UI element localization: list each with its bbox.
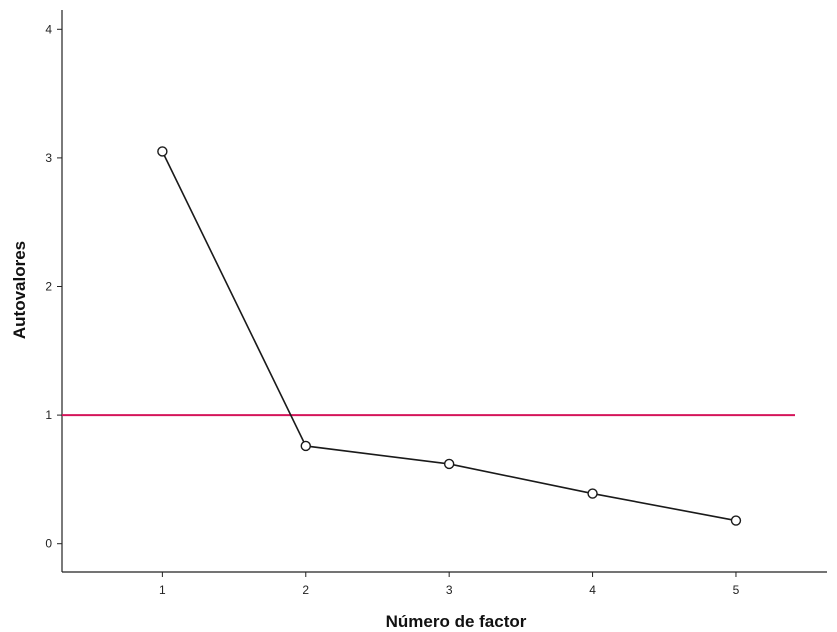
x-axis-title: Número de factor (386, 612, 527, 631)
y-tick-label: 2 (45, 279, 52, 293)
y-tick-label: 4 (45, 22, 52, 36)
y-tick-label: 0 (45, 537, 52, 551)
x-tick-label: 3 (446, 583, 453, 597)
data-point-factor-5 (730, 515, 742, 526)
data-point-factor-3 (443, 458, 455, 470)
x-tick-label: 4 (589, 583, 596, 597)
x-tick-label: 1 (159, 583, 166, 597)
y-axis-title: Autovalores (10, 241, 29, 339)
data-point-factor-1 (157, 146, 168, 157)
x-tick-label: 5 (733, 583, 740, 597)
data-point-factor-4 (587, 488, 598, 499)
x-tick-label: 2 (302, 583, 309, 597)
data-point-factor-2 (300, 440, 311, 452)
y-tick-label: 3 (45, 151, 52, 165)
series-group (157, 146, 742, 526)
axes: 0 1 2 3 4 1 2 3 4 5 (45, 10, 827, 597)
y-tick-label: 1 (45, 408, 52, 422)
